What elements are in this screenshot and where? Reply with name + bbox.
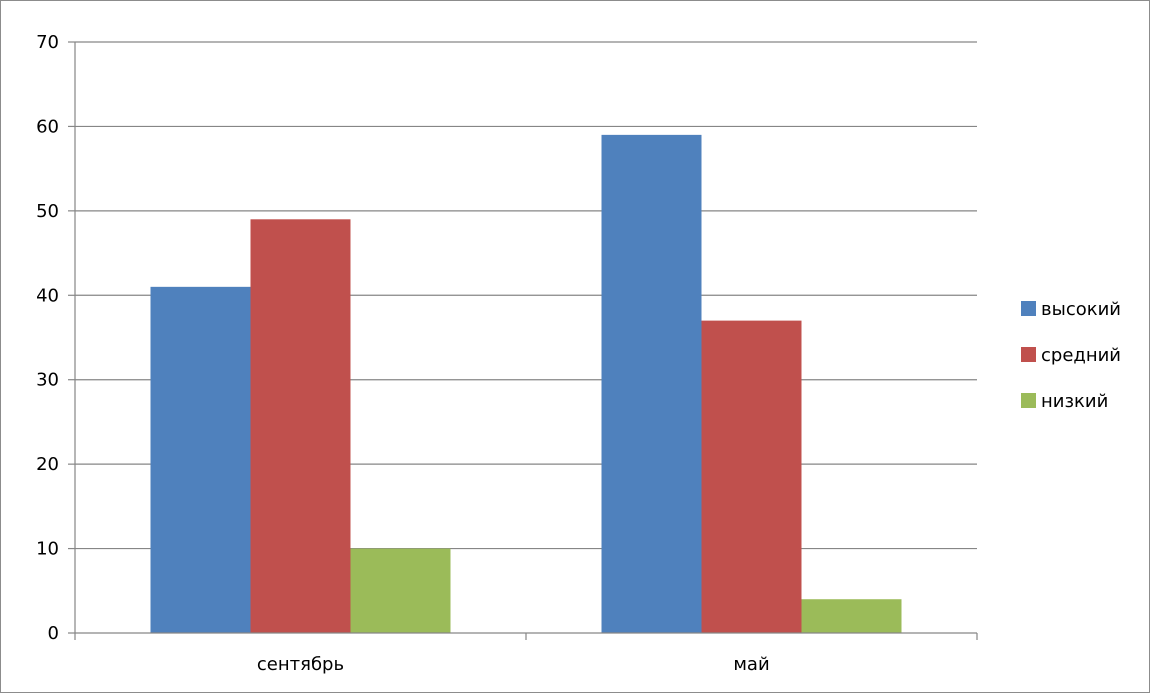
y-tick-label: 0 [48, 623, 59, 644]
x-axis: сентябрь май [74, 632, 978, 675]
bar-высокий-май [601, 134, 702, 633]
bar-средний-май [701, 320, 802, 633]
y-tick-label: 70 [36, 32, 59, 53]
bar-низкий-май [801, 599, 902, 633]
y-axis: 0 10 20 30 40 50 60 70 [36, 32, 76, 644]
legend-swatch [1021, 301, 1036, 316]
x-category-label: май [733, 654, 769, 675]
bar-средний-сентябрь [250, 219, 351, 634]
y-tick-label: 40 [36, 285, 59, 306]
legend-swatch [1021, 347, 1036, 362]
y-tick-label: 50 [36, 201, 59, 222]
bar-низкий-сентябрь [350, 548, 451, 633]
y-tick-label: 30 [36, 370, 59, 391]
y-tick-label: 20 [36, 454, 59, 475]
legend-label: средний [1041, 345, 1121, 366]
legend: высокий средний низкий [1021, 299, 1121, 412]
legend-swatch [1021, 393, 1036, 408]
legend-label: низкий [1041, 391, 1108, 412]
legend-label: высокий [1041, 299, 1121, 320]
y-tick-label: 60 [36, 116, 59, 137]
x-category-label: сентябрь [257, 654, 344, 675]
bar-высокий-сентябрь [150, 286, 251, 633]
y-tick-label: 10 [36, 539, 59, 560]
bars [150, 134, 902, 634]
